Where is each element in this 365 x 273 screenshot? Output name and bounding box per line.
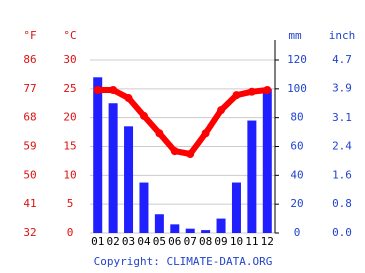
x-tick-label: 08 <box>199 235 212 248</box>
x-tick-label: 06 <box>168 235 181 248</box>
y2-tick-label: 120 <box>287 53 307 66</box>
bar <box>139 182 149 233</box>
x-tick-label: 01 <box>91 235 104 248</box>
y-tick-label: 15 <box>63 140 76 153</box>
y2-tick-label: 100 <box>287 82 307 95</box>
x-tick-label: 02 <box>107 235 120 248</box>
bar <box>216 218 226 233</box>
y4-tick-label: 0.8 <box>332 197 352 210</box>
bar <box>93 77 103 233</box>
y2-tick-label: 60 <box>290 140 303 153</box>
x-tick-label: 03 <box>122 235 135 248</box>
y3-tick-label: 41 <box>23 197 36 210</box>
y4-tick-label: 3.1 <box>332 111 352 124</box>
y-tick-label: 25 <box>63 82 76 95</box>
y3-tick-label: 77 <box>23 82 36 95</box>
bar <box>231 182 241 233</box>
y3-tick-label: 50 <box>23 168 36 181</box>
y2-tick-label: 80 <box>290 111 303 124</box>
bar <box>124 126 134 233</box>
y-tick-label: 30 <box>63 53 76 66</box>
y2-tick-label: 0 <box>294 226 301 239</box>
x-tick-label: 07 <box>184 235 197 248</box>
y3-tick-label: 59 <box>23 140 36 153</box>
y2-tick-label: 20 <box>290 197 303 210</box>
y3-tick-label: 32 <box>23 226 36 239</box>
y4-tick-label: 3.9 <box>332 82 352 95</box>
bar <box>201 230 211 233</box>
bar <box>170 224 180 233</box>
x-tick-label: 04 <box>137 235 151 248</box>
line-marker <box>170 147 179 156</box>
y4-tick-label: 1.6 <box>332 168 352 181</box>
y-tick-label: 5 <box>67 197 74 210</box>
x-tick-label: 05 <box>153 235 166 248</box>
line-marker <box>232 91 241 100</box>
y3-tick-label: 86 <box>23 53 36 66</box>
line-marker <box>109 85 118 94</box>
x-tick-label: 10 <box>230 235 243 248</box>
bar <box>154 214 164 233</box>
line-marker <box>201 129 210 138</box>
x-tick-label: 12 <box>261 235 274 248</box>
bar <box>262 88 272 233</box>
bar <box>185 228 195 233</box>
y-tick-label: 20 <box>63 111 76 124</box>
line-marker <box>155 129 164 138</box>
line-marker <box>124 94 133 103</box>
line-marker <box>139 111 148 120</box>
mm-label: mm <box>288 29 302 42</box>
line-marker <box>93 85 102 94</box>
y3-tick-label: 68 <box>23 111 36 124</box>
line-marker <box>186 149 195 158</box>
x-tick-label: 09 <box>214 235 227 248</box>
line <box>97 86 268 157</box>
line-marker <box>263 85 272 94</box>
y4-tick-label: 0.0 <box>332 226 352 239</box>
celsius-label: °C <box>63 29 76 42</box>
inch-label: inch <box>329 29 356 42</box>
y-tick-label: 0 <box>67 226 74 239</box>
y-tick-label: 10 <box>63 168 76 181</box>
fahrenheit-label: °F <box>23 29 36 42</box>
line-marker <box>217 106 226 115</box>
line-marker <box>247 87 256 96</box>
bar <box>247 120 257 233</box>
y4-tick-label: 2.4 <box>332 140 352 153</box>
source: Copyright: CLIMATE-DATA.ORG <box>94 255 273 268</box>
x-tick-label: 11 <box>245 235 258 248</box>
y2-tick-label: 40 <box>290 168 303 181</box>
bar <box>108 103 118 233</box>
y4-tick-label: 4.7 <box>332 53 352 66</box>
